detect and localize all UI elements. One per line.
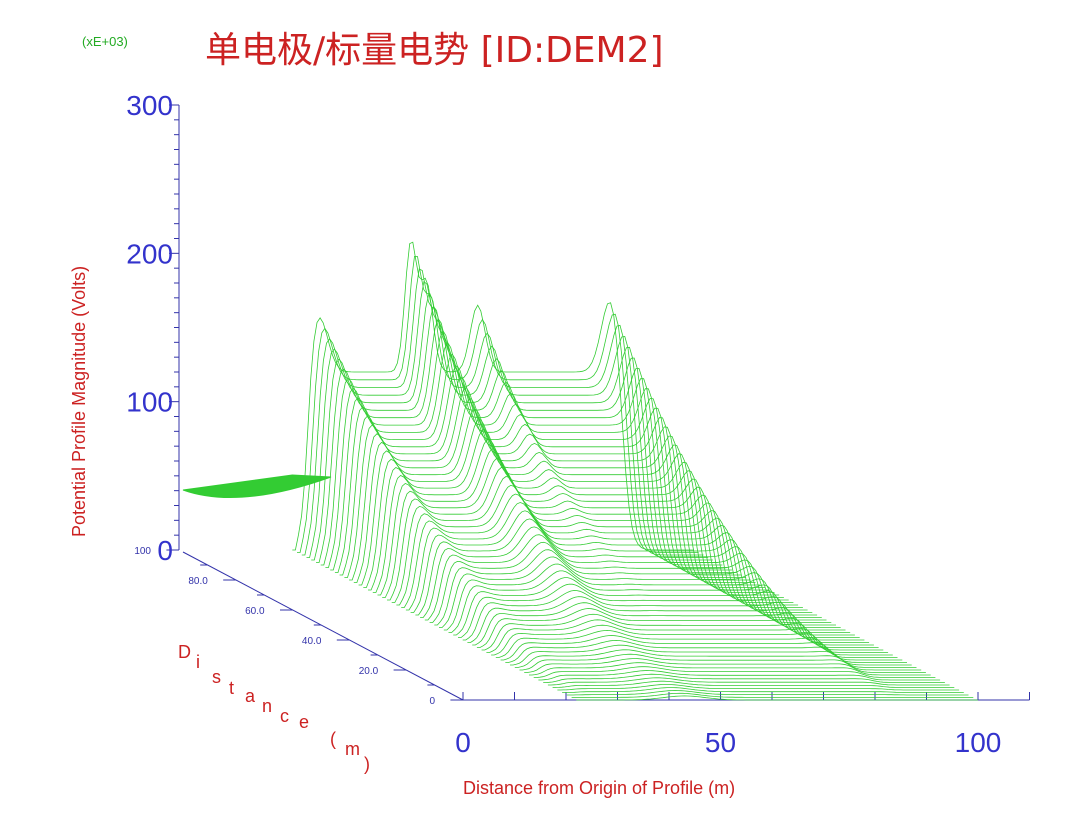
surface-profile [358, 408, 761, 586]
surface-profile [439, 556, 841, 628]
surface-profile [344, 376, 747, 578]
surface-profile [334, 353, 737, 573]
surface-profile [524, 658, 926, 673]
surface-mesh [182, 241, 978, 701]
z-multiplier: (xE+03) [82, 34, 128, 49]
surface-profile [533, 666, 936, 678]
surface-profile [566, 690, 969, 696]
y-tick-label: 100 [134, 546, 151, 557]
surface-profile [547, 677, 950, 686]
surface-profile [297, 255, 699, 553]
surface-profile [481, 613, 884, 651]
surface-profile [543, 673, 945, 683]
surface-profile [552, 680, 955, 688]
y-axis-label-char: i [196, 652, 200, 672]
surface-profile [410, 510, 813, 613]
surface-profile [377, 448, 780, 596]
surface-profile [472, 602, 874, 646]
surface-profile [557, 684, 960, 691]
surface-profile [448, 570, 851, 633]
y-axis-label-char: D [178, 642, 191, 662]
z-tick-label: 300 [126, 90, 173, 121]
surface-profile [571, 692, 974, 698]
surface-profile [292, 241, 694, 551]
z-axis-label: Potential Profile Magnitude (Volts) [69, 266, 89, 537]
z-tick-label: 200 [126, 238, 173, 269]
surface-profile [415, 518, 818, 616]
surface-profile [538, 670, 941, 681]
y-axis-label-char: a [245, 686, 256, 706]
x-axis-label: Distance from Origin of Profile (m) [463, 778, 735, 798]
y-tick-label: 0 [429, 696, 435, 707]
y-axis-label-char: n [262, 696, 272, 716]
surface-profile [405, 502, 808, 611]
surface-profile [396, 484, 799, 606]
surface-profile [453, 577, 855, 636]
z-tick-label: 0 [157, 535, 173, 566]
surface-profile [462, 590, 865, 641]
surface-profile [424, 534, 827, 621]
surface-shelf [182, 474, 332, 499]
surface-profile [382, 457, 784, 598]
y-axis-label-char: ( [330, 729, 336, 749]
y-tick-label: 60.0 [245, 606, 265, 617]
surface-profile [401, 493, 803, 608]
x-tick-label: 50 [705, 727, 736, 758]
surface-profile [306, 280, 709, 558]
surface-profile [519, 653, 922, 671]
y-axis-label-char: ) [364, 754, 370, 774]
surface-profile [443, 563, 846, 631]
surface-profile [458, 583, 860, 638]
chart-title: 单电极/标量电势 [ID:DEM2] [205, 30, 664, 71]
surface-profile [363, 419, 765, 588]
tick-labels: 0 100 200 300 0 50 100 0 20.0 40.0 60.0 80.0 100 D ist… [126, 90, 1001, 774]
surface-profile [476, 608, 879, 648]
surface-profile [330, 341, 732, 571]
x-tick-label: 100 [955, 727, 1002, 758]
surface-profile [320, 317, 723, 566]
surface-profile [529, 662, 931, 676]
surface-profile [491, 624, 893, 656]
y-axis-label-char: e [299, 712, 309, 732]
surface-profile [486, 619, 889, 653]
surface-profile [576, 695, 978, 701]
y-tick-label: 40.0 [302, 636, 322, 647]
surface-profile [372, 439, 775, 593]
surface-profile [391, 476, 794, 603]
y-axis-label-char: s [212, 667, 221, 687]
y-axis-line [182, 551, 464, 701]
surface-profile [420, 526, 822, 618]
surface-profile [429, 541, 832, 623]
surface-profile [349, 387, 751, 581]
y-axis-label-char: c [280, 706, 289, 726]
z-tick-label: 100 [126, 387, 173, 418]
y-axis-label-char: m [345, 739, 360, 759]
surface-profile [500, 635, 903, 661]
surface-profile [562, 687, 964, 693]
y-tick-label: 20.0 [359, 666, 379, 677]
surface-profile [339, 364, 742, 576]
surface-profile [434, 549, 836, 626]
surface-profile [387, 467, 789, 601]
y-tick-label: 80.0 [188, 576, 208, 587]
surface-profile [301, 268, 704, 556]
y-axis-label-char: t [229, 678, 234, 698]
surface-profile [311, 293, 713, 561]
x-tick-label: 0 [455, 727, 471, 758]
